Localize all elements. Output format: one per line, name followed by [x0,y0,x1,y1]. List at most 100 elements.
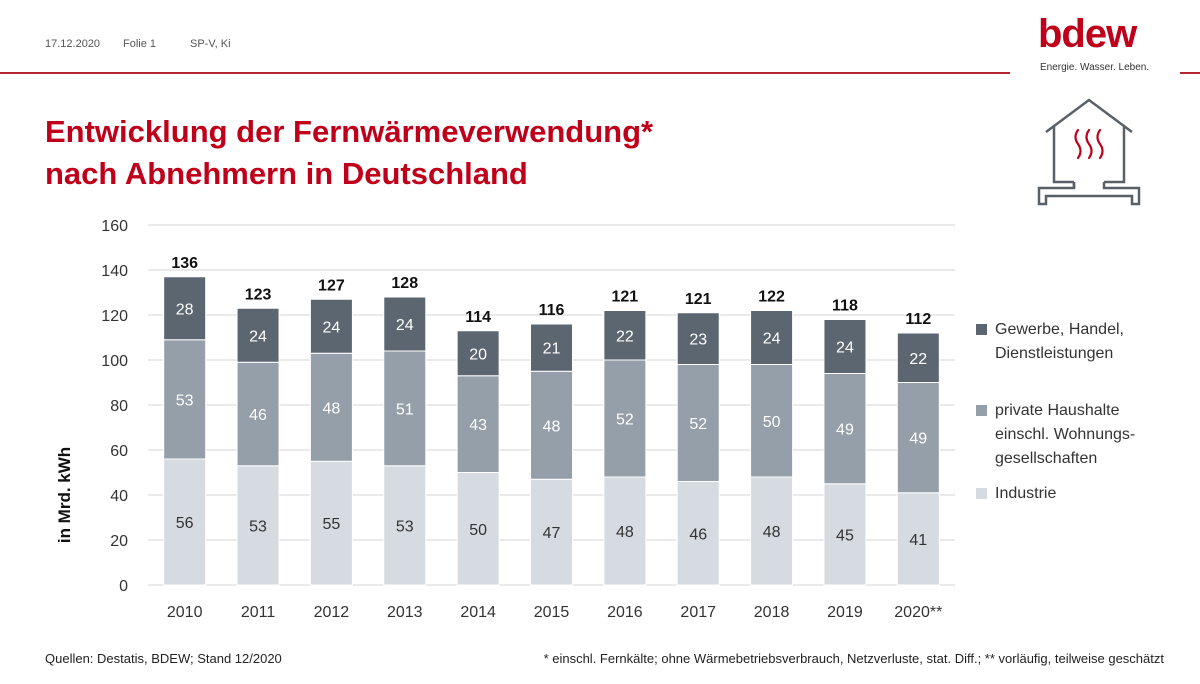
y-tick-label: 120 [101,308,128,325]
bar-value-label: 51 [396,401,414,418]
bar-segment [236,465,280,586]
bar-value-label: 21 [543,341,561,358]
slide-author: SP-V, Ki [190,38,231,50]
bar-value-label: 41 [909,532,927,549]
bar-total-label: 116 [539,302,565,319]
legend-line: gesellschaften [995,450,1098,467]
bar-segment [530,323,573,372]
x-tick-label: 2013 [387,604,423,621]
bar-segment [456,375,500,473]
bar-segment [309,298,353,354]
bar-total-label: 121 [685,291,712,308]
legend-swatch [976,405,987,416]
y-tick-label: 80 [110,398,128,415]
bar-segment [163,276,207,341]
x-tick-label: 2020** [894,604,942,621]
bar-segment [236,361,280,467]
bar-value-label: 53 [176,392,194,409]
bar-value-label: 50 [469,522,487,539]
bar-segment [309,460,353,586]
x-tick-label: 2019 [827,604,863,621]
bar-total-label: 114 [465,309,491,326]
bar-total-label: 128 [391,275,418,292]
legend-swatch [976,324,987,335]
bar-segment [603,310,647,361]
bar-value-label: 24 [836,340,854,357]
bar-value-label: 48 [543,418,561,435]
bar-segment [456,330,500,377]
x-tick-label: 2016 [607,604,643,621]
bar-value-label: 20 [469,346,487,363]
legend-line: einschl. Wohnungs- [995,426,1136,443]
legend-line: Gewerbe, Handel, [995,321,1124,338]
header-divider [0,72,1200,74]
y-tick-label: 140 [101,263,128,280]
x-tick-label: 2012 [314,604,350,621]
bar-segment [676,481,720,586]
y-tick-label: 100 [101,353,128,370]
bar-value-label: 48 [763,524,781,541]
bar-value-label: 49 [836,422,854,439]
bar-total-label: 127 [318,277,345,294]
bar-value-label: 24 [396,317,414,334]
y-axis-label: in Mrd. kWh [55,447,74,543]
bar-value-label: 28 [176,301,194,318]
bar-value-label: 50 [763,414,781,431]
bar-segment [456,472,500,586]
bar-value-label: 23 [689,332,707,349]
x-tick-label: 2017 [680,604,716,621]
bar-total-label: 121 [612,289,639,306]
bar-segment [896,332,940,383]
y-tick-label: 60 [110,443,128,460]
bar-segment [603,359,647,478]
legend-swatch [976,488,987,499]
bar-value-label: 48 [616,524,634,541]
page-title-line-2: nach Abnehmern in Deutschland [45,156,528,191]
bar-value-label: 22 [616,328,634,345]
bar-segment [896,492,940,586]
bar-value-label: 55 [323,516,341,533]
bar-value-label: 24 [763,331,781,348]
bar-segment [163,458,207,586]
x-tick-label: 2018 [754,604,790,621]
bar-segment [530,478,573,586]
legend-line: private Haushalte [995,402,1120,419]
bar-segment [383,296,427,352]
legend-line: Dienstleistungen [995,345,1114,362]
logo-tagline: Energie. Wasser. Leben. [1040,62,1150,73]
x-tick-label: 2010 [167,604,203,621]
footer-note: * einschl. Fernkälte; ohne Wärmebetriebs… [543,651,1164,666]
y-tick-label: 40 [110,488,128,505]
slide-date: 17.12.2020 [45,38,101,50]
bar-value-label: 45 [836,527,854,544]
bar-value-label: 22 [909,351,927,368]
bar-total-label: 112 [905,311,931,328]
bar-segment [823,319,867,374]
bar-value-label: 24 [249,328,267,345]
bar-value-label: 53 [396,518,414,535]
x-tick-label: 2011 [241,604,276,621]
legend-line: Industrie [995,485,1057,502]
bar-total-label: 123 [245,286,272,303]
bar-segment [163,339,207,460]
y-tick-label: 160 [101,218,128,235]
bar-segment [383,465,427,586]
bar-value-label: 49 [909,431,927,448]
bar-total-label: 122 [758,289,785,306]
page-title-line-1: Entwicklung der Fernwärmeverwendung* [45,114,654,149]
bar-total-label: 118 [832,298,858,315]
x-tick-label: 2015 [534,604,570,621]
bar-value-label: 46 [249,407,267,424]
bar-value-label: 52 [689,416,707,433]
bar-value-label: 52 [616,412,634,429]
y-tick-label: 20 [110,533,128,550]
bar-segment [676,312,720,365]
district-heating-house-icon [1037,98,1141,206]
bar-value-label: 24 [323,319,341,336]
bar-segment [383,350,427,467]
footer-source: Quellen: Destatis, BDEW; Stand 12/2020 [45,651,282,666]
bar-value-label: 47 [543,525,561,542]
logo-wordmark: bdew [1038,12,1137,56]
bar-value-label: 56 [176,515,194,532]
bar-value-label: 46 [689,526,707,543]
